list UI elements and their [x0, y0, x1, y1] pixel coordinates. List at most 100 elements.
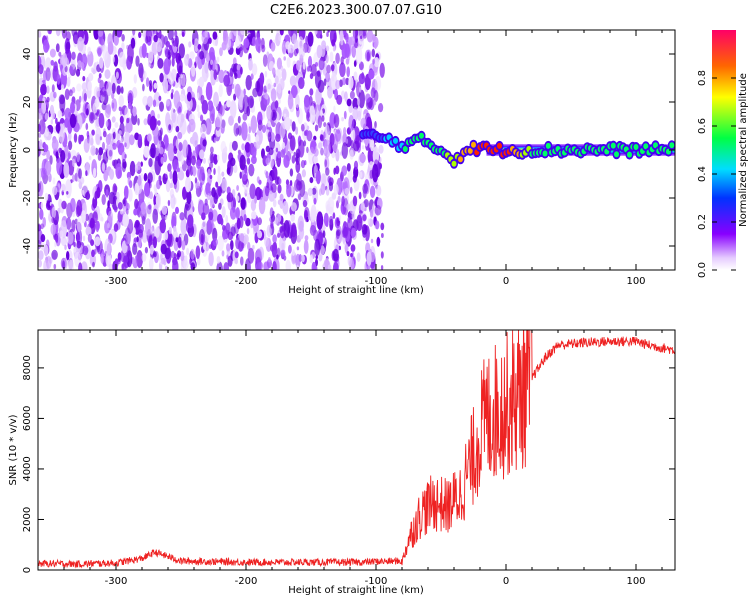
heatmap-cell	[333, 113, 340, 128]
heatmap-cell	[283, 113, 287, 118]
heatmap-cell	[213, 69, 218, 81]
heatmap-cell	[277, 98, 282, 104]
y-tick-label: 4000	[22, 456, 33, 481]
heatmap-cell	[292, 249, 295, 256]
heatmap-cell	[65, 31, 71, 41]
heatmap-cell	[82, 235, 86, 242]
heatmap-cell	[304, 235, 309, 241]
heatmap-cell	[140, 161, 143, 167]
heatmap-cell	[257, 119, 263, 131]
heatmap-cell	[178, 32, 181, 37]
heatmap-cell	[173, 90, 181, 109]
heatmap-cell	[39, 139, 43, 150]
y-tick-label: -20	[22, 190, 33, 206]
heatmap-cell	[210, 146, 214, 154]
heatmap-cell	[54, 241, 57, 248]
heatmap-cell	[117, 252, 122, 261]
heatmap-cell	[328, 181, 334, 192]
heatmap-cell	[177, 76, 182, 89]
signal-blob	[497, 142, 502, 149]
heatmap-cell	[180, 217, 187, 236]
heatmap-cell	[102, 45, 108, 61]
heatmap-cell	[250, 220, 254, 229]
heatmap-cell	[127, 90, 134, 104]
heatmap-cell	[161, 205, 168, 215]
heatmap-cell	[148, 50, 154, 64]
heatmap-cell	[38, 203, 41, 209]
heatmap-cell	[258, 179, 262, 185]
heatmap-cell	[378, 144, 384, 154]
heatmap-cell	[373, 100, 377, 106]
heatmap-cell	[199, 50, 205, 60]
heatmap-cell	[128, 188, 133, 202]
heatmap-cell	[58, 94, 66, 105]
heatmap-cell	[114, 122, 119, 128]
heatmap-cell	[40, 167, 47, 180]
heatmap-cell	[180, 154, 185, 165]
heatmap-cell	[226, 192, 234, 203]
heatmap-cell	[251, 155, 257, 165]
heatmap-cell	[99, 57, 104, 69]
heatmap-cell	[374, 205, 382, 216]
heatmap-cell	[332, 248, 339, 262]
heatmap-cell	[333, 32, 337, 43]
heatmap-cell	[73, 247, 77, 253]
heatmap-cell	[78, 134, 82, 145]
heatmap-cell	[192, 38, 195, 45]
heatmap-cell	[309, 177, 314, 184]
heatmap-cell	[177, 131, 183, 140]
heatmap-cell	[164, 214, 168, 220]
heatmap-cell	[53, 91, 57, 99]
heatmap-cell	[152, 236, 157, 249]
heatmap-cell	[217, 172, 222, 184]
heatmap-cell	[325, 188, 330, 196]
heatmap-cell	[188, 41, 192, 48]
heatmap-cell	[370, 87, 376, 99]
x-tick-label: -300	[105, 276, 128, 287]
heatmap-cell	[86, 108, 89, 116]
heatmap-cell	[345, 33, 349, 43]
heatmap-cell	[290, 213, 295, 222]
heatmap-cell	[140, 202, 147, 215]
heatmap-cell	[165, 231, 169, 241]
heatmap-cell	[38, 64, 44, 75]
heatmap-cell	[196, 92, 200, 99]
heatmap-cell	[375, 184, 382, 197]
heatmap-cell	[333, 183, 339, 196]
heatmap-cell	[63, 162, 70, 178]
heatmap-cell	[147, 133, 152, 142]
heatmap-cell	[104, 238, 111, 257]
heatmap-cell	[358, 73, 366, 85]
heatmap-cell	[229, 100, 237, 119]
heatmap-cell	[314, 124, 319, 132]
heatmap-cell	[64, 117, 69, 128]
heatmap-cell	[380, 265, 384, 270]
heatmap-cell	[96, 109, 101, 117]
heatmap-cell	[72, 174, 75, 183]
heatmap-cell	[177, 107, 182, 114]
heatmap-cell	[46, 149, 50, 160]
heatmap-cell	[270, 42, 276, 52]
heatmap-cell	[168, 226, 172, 235]
heatmap-cell	[162, 152, 168, 163]
heatmap-cell	[148, 80, 153, 86]
heatmap-cell	[225, 222, 231, 235]
heatmap-cell	[69, 66, 74, 74]
heatmap-cell	[160, 156, 164, 164]
heatmap-cell	[328, 206, 334, 215]
heatmap-cell	[314, 238, 321, 256]
heatmap-cell	[172, 170, 178, 185]
heatmap-cell	[112, 55, 116, 63]
heatmap-cell	[60, 150, 66, 163]
heatmap-cell	[366, 251, 372, 266]
heatmap-cell	[167, 143, 175, 162]
heatmap-cell	[366, 51, 370, 62]
heatmap-cell	[121, 34, 125, 42]
heatmap-cell	[233, 93, 237, 101]
colorbar-tick-label: 0.2	[697, 214, 708, 230]
heatmap-cell	[177, 167, 181, 173]
heatmap-cell	[227, 255, 233, 267]
heatmap-cell	[275, 75, 279, 85]
heatmap-cell	[109, 168, 115, 180]
heatmap-cell	[118, 51, 126, 68]
